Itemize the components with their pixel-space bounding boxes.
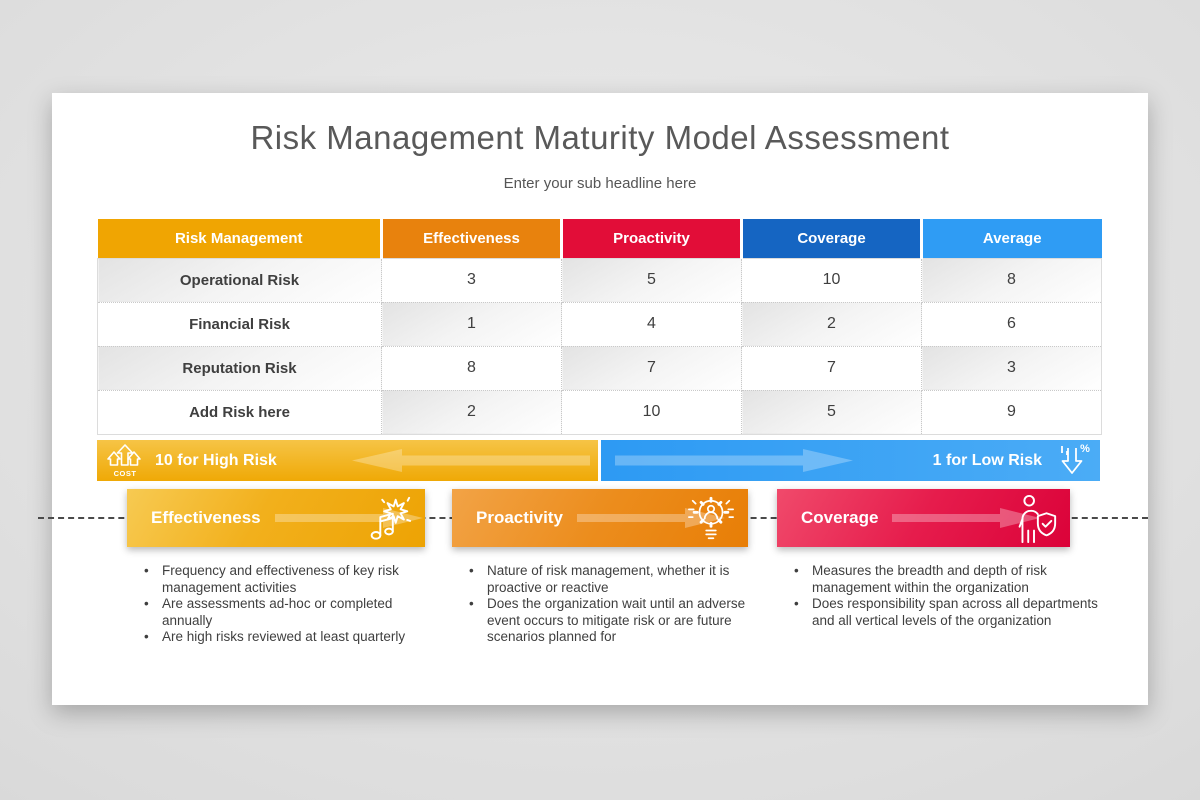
low-risk-label: 1 for Low Risk — [932, 451, 1042, 469]
high-risk-scale-segment: COST 10 for High Risk — [97, 440, 598, 481]
bullet-item: Nature of risk management, whether it is… — [465, 563, 767, 596]
table-cell: 7 — [741, 345, 922, 391]
spark-music-note-icon — [363, 494, 413, 544]
table-row: Reputation Risk 8 7 7 3 — [97, 345, 1102, 391]
svg-text:%: % — [1080, 443, 1090, 455]
right-arrow-graphic — [892, 508, 1041, 528]
svg-text:COST: COST — [114, 469, 137, 478]
right-arrow-graphic — [274, 508, 423, 528]
risk-matrix-table: Risk Management Effectiveness Proactivit… — [97, 219, 1102, 435]
bullet-item: Frequency and effectiveness of key risk … — [140, 563, 442, 596]
table-cell: 3 — [381, 257, 562, 303]
page-subtitle: Enter your sub headline here — [503, 175, 697, 192]
gear-person-bulb-icon — [686, 494, 736, 544]
table-row: Operational Risk 3 5 10 8 — [97, 257, 1102, 303]
effectiveness-bullet-list: Frequency and effectiveness of key risk … — [140, 563, 442, 646]
table-cell: 8 — [921, 257, 1102, 303]
high-risk-label: 10 for High Risk — [155, 451, 277, 469]
table-cell: 8 — [381, 345, 562, 391]
person-shield-check-icon — [1010, 494, 1058, 544]
table-cell: 7 — [561, 345, 742, 391]
slide-canvas: Risk Management Maturity Model Assessmen… — [38, 93, 1148, 705]
bullet-item: Does responsibility span across all depa… — [790, 596, 1098, 629]
right-arrow-graphic — [615, 449, 853, 472]
table-cell: 1 — [381, 301, 562, 347]
row-label: Reputation Risk — [97, 345, 382, 391]
table-cell: 10 — [741, 257, 922, 303]
bullet-item: Measures the breadth and depth of risk m… — [790, 563, 1098, 596]
cost-increase-icon: COST — [105, 443, 145, 479]
page-title: Risk Management Maturity Model Assessmen… — [250, 119, 950, 156]
banner-proactivity: Proactivity — [452, 489, 748, 547]
table-cell: 5 — [561, 257, 742, 303]
table-cell: 2 — [381, 389, 562, 435]
bullet-item: Are high risks reviewed at least quarter… — [140, 629, 442, 646]
column-header-average: Average — [921, 219, 1102, 258]
proactivity-bullet-list: Nature of risk management, whether it is… — [465, 563, 767, 646]
table-cell: 6 — [921, 301, 1102, 347]
coverage-bullet-list: Measures the breadth and depth of risk m… — [790, 563, 1098, 629]
column-header-proactivity: Proactivity — [561, 219, 743, 258]
table-header-row: Risk Management Effectiveness Proactivit… — [97, 219, 1102, 258]
banner-effectiveness-label: Effectiveness — [151, 508, 261, 527]
percent-decrease-icon: % — [1054, 442, 1092, 480]
banner-coverage-label: Coverage — [801, 508, 879, 527]
table-cell: 9 — [921, 389, 1102, 435]
table-row: Add Risk here 2 10 5 9 — [97, 389, 1102, 435]
column-header-coverage: Coverage — [741, 219, 923, 258]
low-risk-scale-segment: 1 for Low Risk % — [601, 440, 1100, 481]
table-row: Financial Risk 1 4 2 6 — [97, 301, 1102, 347]
bullet-item: Are assessments ad-hoc or completed annu… — [140, 596, 442, 629]
bullet-item: Does the organization wait until an adve… — [465, 596, 767, 646]
row-label: Add Risk here — [97, 389, 382, 435]
table-cell: 10 — [561, 389, 742, 435]
banner-coverage: Coverage — [777, 489, 1070, 547]
table-cell: 5 — [741, 389, 922, 435]
banner-proactivity-label: Proactivity — [476, 508, 563, 527]
row-label: Operational Risk — [97, 257, 382, 303]
column-header-risk-management: Risk Management — [97, 219, 383, 258]
banner-effectiveness: Effectiveness — [127, 489, 425, 547]
row-label: Financial Risk — [97, 301, 382, 347]
table-cell: 4 — [561, 301, 742, 347]
column-header-effectiveness: Effectiveness — [381, 219, 563, 258]
table-cell: 2 — [741, 301, 922, 347]
right-arrow-graphic — [576, 508, 725, 528]
table-cell: 3 — [921, 345, 1102, 391]
left-arrow-graphic — [352, 449, 590, 472]
